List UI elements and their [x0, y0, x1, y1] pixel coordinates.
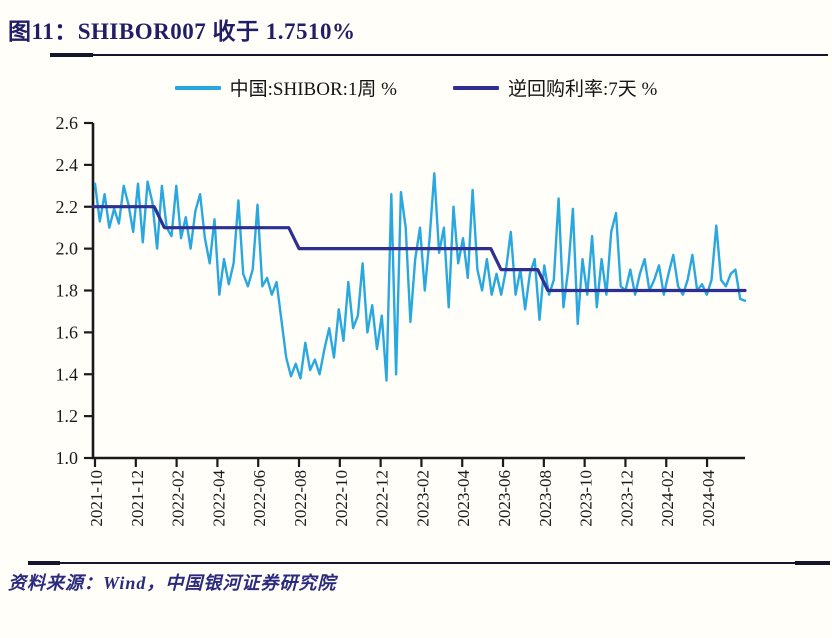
shibor-line — [93, 172, 747, 382]
x-tick-label: 2024-04 — [699, 470, 718, 527]
x-tick-label: 2023-02 — [413, 470, 432, 527]
footer-rule-thick-right — [795, 561, 830, 565]
chart-legend: 中国:SHIBOR:1周 % 逆回购利率:7天 % — [0, 74, 832, 101]
legend-label-shibor: 中国:SHIBOR:1周 % — [229, 79, 397, 100]
y-tick-label: 2.6 — [56, 113, 79, 133]
x-tick-label: 2024-02 — [658, 470, 677, 527]
legend-item-repo: 逆回购利率:7天 % — [452, 74, 658, 101]
x-tick-label: 2022-04 — [209, 470, 228, 527]
legend-label-repo: 逆回购利率:7天 % — [507, 79, 658, 100]
y-tick-label: 1.8 — [56, 281, 79, 301]
data-source-note: 资料来源：Wind，中国银河证券研究院 — [8, 573, 337, 593]
footer-rule — [60, 562, 795, 564]
x-tick-label: 2022-12 — [373, 470, 392, 527]
y-tick-label: 2.4 — [56, 155, 79, 175]
x-tick-label: 2022-06 — [250, 470, 269, 527]
repo-line-swatch — [452, 85, 499, 90]
y-tick-label: 1.0 — [56, 448, 79, 468]
y-tick-label: 2.0 — [56, 239, 79, 259]
chart-title: 图11：SHIBOR007 收于 1.7510% — [8, 19, 356, 44]
footer-rule-thick-left — [28, 561, 60, 565]
y-tick-label: 1.2 — [56, 406, 79, 426]
x-tick-label: 2023-06 — [495, 470, 514, 527]
y-tick-label: 1.6 — [56, 322, 79, 342]
y-tick-label: 1.4 — [56, 364, 79, 384]
x-tick-label: 2023-10 — [577, 470, 596, 527]
shibor-line-swatch — [174, 85, 221, 90]
x-tick-label: 2023-04 — [454, 470, 473, 527]
legend-item-shibor: 中国:SHIBOR:1周 % — [174, 74, 397, 101]
repo-rate-line — [91, 205, 747, 293]
x-tick-label: 2022-02 — [169, 470, 188, 527]
title-rule — [93, 54, 828, 56]
x-tick-label: 2021-12 — [128, 470, 147, 527]
x-tick-label: 2021-10 — [87, 470, 106, 527]
x-tick-label: 2022-10 — [332, 470, 351, 527]
y-tick-label: 2.2 — [56, 197, 79, 217]
x-tick-label: 2023-12 — [617, 470, 636, 527]
x-tick-label: 2023-08 — [536, 470, 555, 527]
x-tick-label: 2022-08 — [291, 470, 310, 527]
title-rule-thick — [50, 53, 93, 57]
